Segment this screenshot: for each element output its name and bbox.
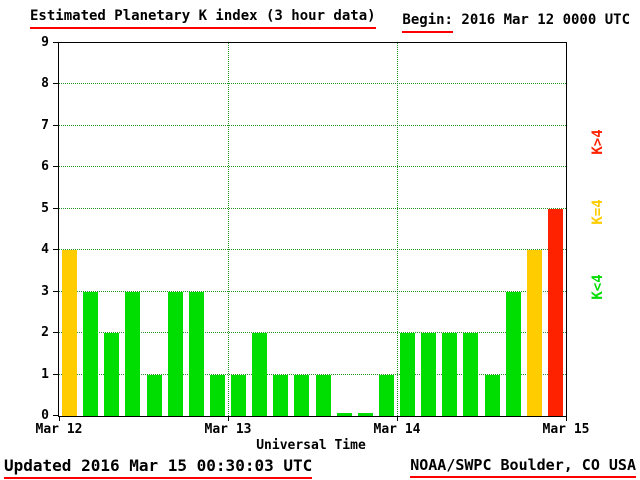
kp-bar: [442, 333, 458, 416]
y-tick-label: 4: [41, 242, 49, 258]
y-tick-label: 8: [41, 76, 49, 92]
y-axis-tick: [53, 249, 59, 251]
kp-bar: [336, 413, 352, 416]
x-axis-tick: [59, 416, 60, 421]
x-tick-label: Mar 12: [35, 422, 83, 437]
kp-bar: [252, 333, 268, 416]
kp-bar: [188, 291, 204, 416]
kp-bar: [167, 291, 183, 416]
y-gridline: [59, 373, 566, 375]
y-tick-label: 1: [41, 366, 49, 382]
legend-label-mid: K=4: [590, 199, 606, 225]
y-gridline: [59, 332, 566, 334]
begin-label: Begin:: [402, 12, 453, 33]
chart-title: Estimated Planetary K index (3 hour data…: [30, 8, 376, 29]
kp-bar: [104, 333, 120, 416]
y-tick-label: 2: [41, 325, 49, 341]
legend-label-high: K>4: [590, 129, 606, 155]
kp-bar: [125, 291, 141, 416]
y-gridline: [59, 249, 566, 251]
y-tick-label: 7: [41, 117, 49, 133]
kp-bar: [505, 291, 521, 416]
kp-bar: [357, 413, 373, 416]
kp-bar: [463, 333, 479, 416]
y-gridline: [59, 290, 566, 292]
x-tick-label: Mar 14: [373, 422, 421, 437]
y-axis-tick: [53, 207, 59, 209]
legend-label-low: K<4: [590, 274, 606, 300]
x-axis-tick: [566, 416, 567, 421]
kp-bar: [421, 333, 437, 416]
y-axis-tick: [53, 83, 59, 85]
kp-bar: [231, 374, 247, 416]
y-tick-label: 3: [41, 283, 49, 299]
kp-bar: [209, 374, 225, 416]
y-gridline: [59, 83, 566, 85]
x-gridline: [228, 43, 229, 416]
y-gridline: [59, 124, 566, 126]
x-gridline: [397, 43, 398, 416]
kp-bar: [484, 374, 500, 416]
begin-value: 2016 Mar 12 0000 UTC: [461, 12, 630, 28]
kp-bar: [83, 291, 99, 416]
y-tick-label: 9: [41, 35, 49, 50]
kp-bar: [273, 374, 289, 416]
y-axis-tick: [53, 290, 59, 292]
plot-area: 0 1 2 3 4 5 6 7 8 9 Mar 12 Mar 13 Mar 14 Mar 15: [36, 35, 590, 437]
footer-updated-text: Updated 2016 Mar 15 00:30:03 UTC: [4, 456, 313, 479]
y-axis-tick: [53, 124, 59, 126]
kp-bar: [62, 250, 78, 416]
kp-bar: [294, 374, 310, 416]
x-axis-label: Universal Time: [256, 438, 366, 453]
y-gridline: [59, 166, 566, 168]
x-axis-tick: [397, 416, 398, 421]
y-axis-tick: [53, 166, 59, 168]
y-tick-label: 6: [41, 159, 49, 175]
kp-bar: [315, 374, 331, 416]
y-gridline: [59, 207, 566, 209]
y-axis-tick: [53, 332, 59, 334]
y-tick-label: 5: [41, 200, 49, 216]
y-axis-tick: [53, 415, 59, 416]
x-tick-label: Mar 15: [542, 422, 590, 437]
kp-bar: [547, 208, 563, 416]
y-axis-tick: [53, 42, 59, 43]
footer-source-text: NOAA/SWPC Boulder, CO USA: [410, 456, 636, 478]
begin-block: Begin: 2016 Mar 12 0000 UTC: [402, 12, 630, 33]
y-tick-label: 0: [41, 408, 49, 423]
kp-bar: [146, 374, 162, 416]
kp-bar: [526, 250, 542, 416]
kp-bar: [400, 333, 416, 416]
kp-bar: [378, 374, 394, 416]
x-axis-tick: [228, 416, 229, 421]
x-tick-label: Mar 13: [204, 422, 252, 437]
y-axis-tick: [53, 373, 59, 375]
